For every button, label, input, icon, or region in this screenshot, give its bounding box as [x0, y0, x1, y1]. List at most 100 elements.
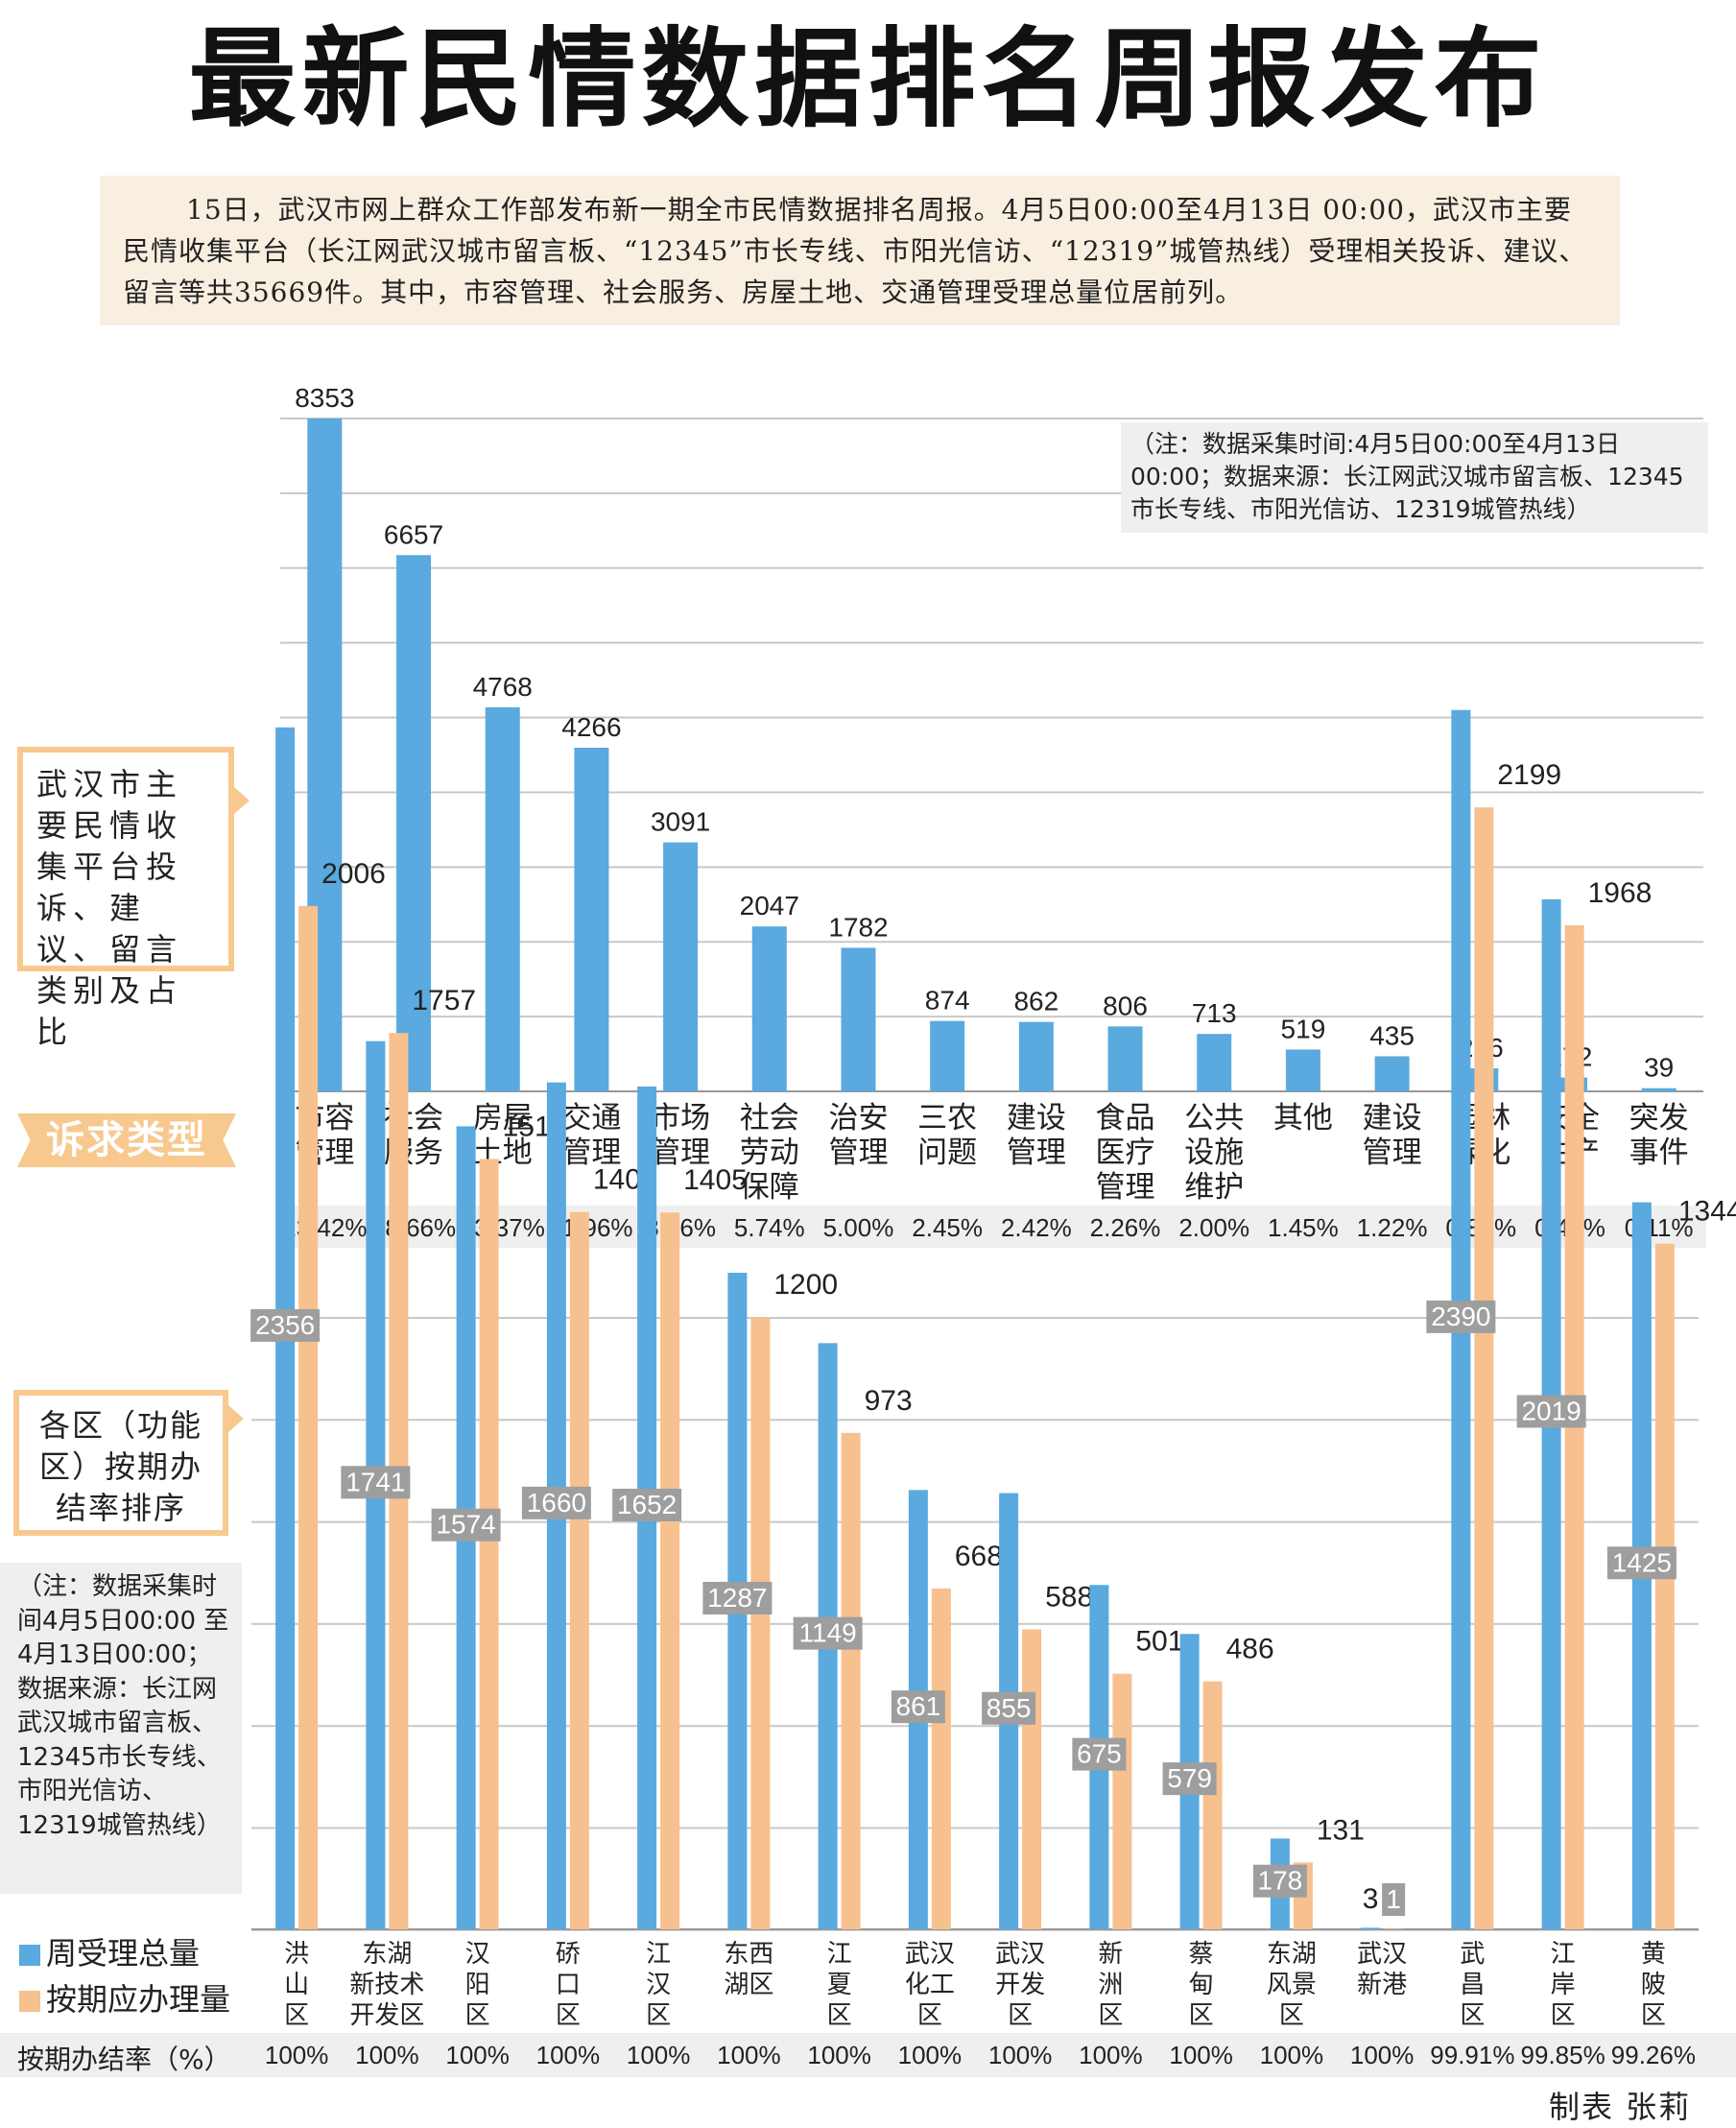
category-label: 三农 — [917, 1101, 977, 1136]
bar-due-6 — [841, 1432, 861, 1929]
total-value-label: 2390 — [1431, 1302, 1490, 1331]
bar-value-label: 862 — [1013, 987, 1058, 1016]
due-value-label: 1405 — [683, 1164, 748, 1196]
bar-due-3 — [569, 1211, 589, 1929]
due-value-label: 1968 — [1588, 877, 1653, 909]
bar-9 — [1107, 1026, 1143, 1091]
percent-label: 1.45% — [1268, 1213, 1339, 1242]
category-label: 治安 — [828, 1101, 888, 1136]
total-label-box — [1162, 1762, 1217, 1796]
bar-value-label: 4768 — [473, 672, 533, 702]
total-value-label: 2356 — [255, 1310, 315, 1340]
district-label: 武汉 — [1357, 1940, 1407, 1969]
total-label-box — [250, 1308, 321, 1342]
district-label: 区 — [917, 2001, 942, 2030]
bar-due-7 — [931, 1588, 951, 1929]
total-value-label: 3 — [1363, 1883, 1379, 1915]
data-source-note-bottom: （注：数据采集时间4月5日00:00 至4月13日00:00；数据来源：长江网武… — [0, 1563, 242, 1894]
total-value-label: 2019 — [1521, 1396, 1581, 1425]
category-label: 社会 — [740, 1101, 799, 1136]
data-source-note-top: （注：数据采集时间:4月5日00:00至4月13日00:00；数据来源：长江网武… — [1121, 422, 1708, 533]
district-label: 武汉 — [905, 1940, 955, 1969]
bar-10 — [1197, 1034, 1232, 1091]
legend-swatch-orange — [19, 1991, 40, 2012]
district-label: 湖区 — [724, 1971, 773, 1999]
bar-total-12 — [1361, 1927, 1381, 1929]
total-value-label: 1287 — [707, 1583, 767, 1613]
due-value-label: 2199 — [1497, 759, 1561, 791]
district-label: 区 — [1641, 2001, 1666, 2030]
category-label: 房屋 — [473, 1101, 533, 1136]
category-label: 管理 — [561, 1136, 621, 1170]
district-label: 黄 — [1641, 1940, 1666, 1969]
bar-value-label: 874 — [925, 986, 970, 1016]
category-label: 建设 — [1007, 1101, 1066, 1136]
total-label-box — [1072, 1737, 1127, 1771]
due-value-label: 588 — [1045, 1581, 1093, 1613]
bar-value-label: 6657 — [384, 519, 443, 549]
category-label: 设施 — [1184, 1136, 1244, 1170]
bar-12 — [1374, 1056, 1410, 1091]
bar-1 — [396, 555, 432, 1091]
bar-due-13 — [1474, 807, 1494, 1930]
total-value-label: 1652 — [617, 1490, 677, 1519]
category-label: 事件 — [1629, 1136, 1689, 1170]
callout-arrow — [234, 787, 250, 814]
district-label: 区 — [1460, 2001, 1485, 2030]
total-label-box — [1606, 1546, 1677, 1580]
district-label: 口 — [556, 1971, 581, 1999]
percent-label: 18.66% — [371, 1213, 456, 1242]
district-label: 新技术 — [349, 1971, 424, 1999]
percent-label: 2.45% — [912, 1213, 983, 1242]
total-label-box — [612, 1488, 682, 1521]
rate-row-background — [0, 2033, 1736, 2077]
district-label: 汉 — [646, 1971, 671, 1999]
total-label-box — [982, 1691, 1036, 1725]
total-label-box — [431, 1508, 501, 1542]
category-label: 其他 — [1273, 1101, 1333, 1136]
district-chart-callout: 各区（功能区）按期办结率排序 — [13, 1390, 228, 1536]
bar-value-label: 519 — [1281, 1014, 1326, 1043]
district-label: 区 — [827, 2001, 852, 2030]
bar-value-label: 3091 — [651, 807, 710, 837]
district-label: 江 — [827, 1940, 852, 1969]
category-label: 食品 — [1096, 1101, 1155, 1136]
category-label: 突发 — [1629, 1101, 1689, 1136]
category-label: 保障 — [740, 1170, 799, 1205]
bar-due-4 — [660, 1212, 680, 1929]
category-label: 建设 — [1363, 1101, 1422, 1136]
due-value-label: 2006 — [321, 858, 386, 890]
bar-value-label: 713 — [1192, 998, 1237, 1028]
district-label: 夏 — [827, 1971, 852, 1999]
bar-value-label: 1782 — [828, 912, 888, 942]
bar-15 — [1641, 1088, 1677, 1091]
category-label: 维护 — [1184, 1170, 1244, 1205]
district-label: 洲 — [1098, 1971, 1123, 1999]
bar-due-15 — [1654, 1243, 1675, 1929]
district-label: 武 — [1460, 1940, 1485, 1969]
category-label: 管理 — [828, 1136, 888, 1170]
category-label: 市场 — [651, 1101, 710, 1136]
district-label: 区 — [1098, 2001, 1123, 2030]
due-value-label: 1344 — [1678, 1196, 1736, 1228]
district-label: 蔡 — [1189, 1940, 1214, 1969]
district-label: 新 — [1098, 1940, 1123, 1969]
bar-due-12 — [1384, 1928, 1404, 1929]
district-label: 岸 — [1551, 1971, 1576, 1999]
page-title: 最新民情数据排名周报发布 — [188, 16, 1548, 142]
district-label: 区 — [1279, 2001, 1304, 2030]
total-label-box — [1252, 1864, 1307, 1898]
category-label: 管理 — [1007, 1136, 1066, 1170]
percent-label: 1.22% — [1357, 1213, 1428, 1242]
due-value-label: 131 — [1317, 1814, 1365, 1846]
bar-value-label: 4266 — [561, 712, 621, 742]
total-value-label: 178 — [1258, 1866, 1303, 1896]
due-value-label: 973 — [865, 1385, 913, 1417]
district-label: 阳 — [465, 1971, 490, 1999]
total-label-box — [521, 1486, 591, 1519]
bar-value-label: 39 — [1644, 1053, 1674, 1083]
category-label: 问题 — [917, 1136, 977, 1170]
percent-label: 5.74% — [734, 1213, 805, 1242]
district-label: 江 — [646, 1940, 671, 1969]
due-label-box — [1382, 1883, 1406, 1916]
